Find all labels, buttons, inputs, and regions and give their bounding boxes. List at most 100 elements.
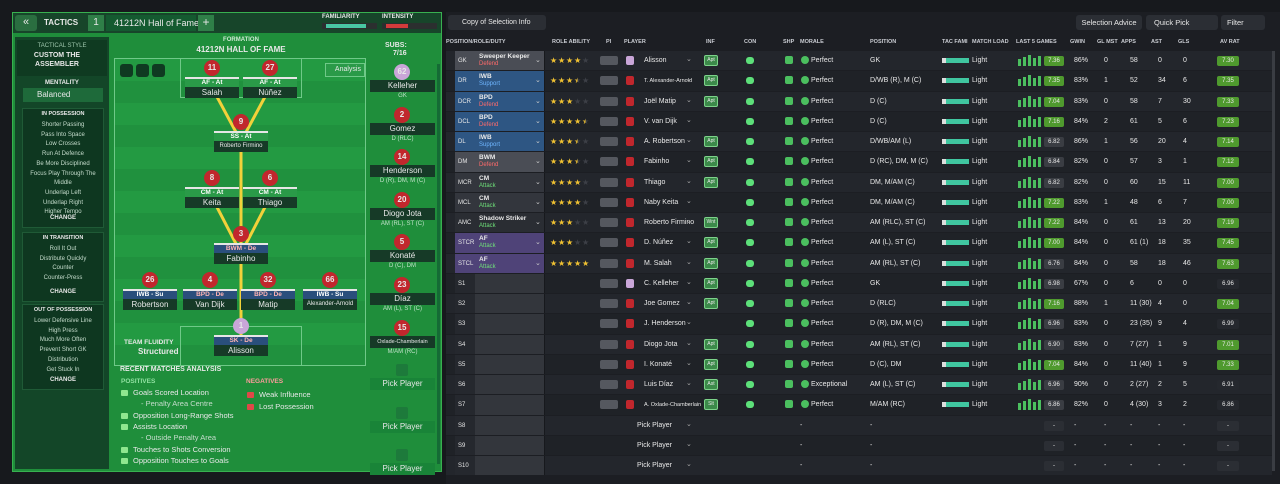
column-header[interactable]: GL MST [1097,39,1118,45]
role-cell[interactable] [475,294,545,314]
view-icon[interactable] [120,64,133,77]
table-row[interactable] [446,334,1272,354]
role-cell[interactable] [475,456,545,476]
player-role[interactable]: SS - At [214,131,268,141]
role-cell[interactable] [475,233,545,253]
player-role[interactable]: BPD - De [183,289,237,299]
slot-box[interactable]: 1 [88,15,104,31]
table-row[interactable] [446,415,1272,435]
player-name[interactable]: Núñez [243,87,297,98]
table-row[interactable] [446,132,1272,152]
column-header[interactable]: LAST 5 GAMES [1016,39,1057,45]
change-button[interactable]: CHANGE [49,289,76,295]
role-cell[interactable] [475,213,545,233]
table-row[interactable] [446,253,1272,273]
sub-name[interactable]: Pick Player [370,463,435,476]
column-header[interactable]: PI [606,39,612,45]
player-name[interactable]: Alexander-Arnold [303,299,357,310]
sub-number[interactable]: 14 [394,149,410,166]
sub-name[interactable]: Henderson [370,165,435,178]
role-cell[interactable] [475,132,545,152]
table-row[interactable] [446,294,1272,314]
mentality-dropdown[interactable]: Balanced [23,88,103,102]
role-cell[interactable] [475,415,545,435]
player-name[interactable]: Fabinho [214,253,268,264]
player-number[interactable]: 27 [262,60,278,76]
player-number[interactable]: 8 [204,170,220,186]
column-header[interactable]: SHP [783,39,795,45]
table-row[interactable] [446,213,1272,233]
player-name[interactable]: Robertson [123,299,177,310]
table-row[interactable] [446,172,1272,192]
column-header[interactable]: AV RAT [1220,39,1240,45]
view-dropdown[interactable]: Copy of Selection Info [448,15,546,30]
column-header[interactable]: POSITION [870,39,897,45]
sub-name[interactable]: Gomez [370,122,435,135]
table-row[interactable] [446,152,1272,172]
sub-name[interactable]: Oxlade-Chamberlain [370,335,435,348]
sub-name[interactable]: Konaté [370,250,435,263]
player-role[interactable]: BWM - De [214,243,268,253]
role-cell[interactable] [475,192,545,212]
player-role[interactable]: AF - At [243,77,297,87]
advice-button[interactable]: Selection Advice [1076,15,1142,30]
role-cell[interactable] [475,253,545,273]
table-row[interactable] [446,91,1272,111]
tactic-dropdown[interactable]: 41212N Hall of Fame [106,15,199,31]
table-row[interactable] [446,51,1272,71]
column-header[interactable]: MORALE [800,39,824,45]
table-row[interactable] [446,395,1272,415]
player-name[interactable]: Roberto Firmino [214,141,268,152]
view-icon[interactable] [152,64,165,77]
role-cell[interactable] [475,354,545,374]
player-role[interactable]: AF - At [185,77,239,87]
change-button[interactable]: CHANGE [49,215,76,221]
table-row[interactable] [446,192,1272,212]
player-name[interactable]: Salah [185,87,239,98]
analysis-button[interactable]: Analysis [325,63,365,77]
column-header[interactable]: ROLE ABILITY [552,39,590,45]
role-cell[interactable] [475,152,545,172]
role-cell[interactable] [475,395,545,415]
player-number[interactable]: 1 [233,318,249,334]
column-header[interactable]: MATCH LOAD [972,39,1009,45]
player-name[interactable]: Van Dijk [183,299,237,310]
player-role[interactable]: CM - At [185,187,239,197]
table-row[interactable] [446,273,1272,293]
column-header[interactable]: APPS [1121,39,1136,45]
role-cell[interactable] [475,435,545,455]
player-role[interactable]: CM - At [243,187,297,197]
change-button[interactable]: CHANGE [49,377,76,383]
role-cell[interactable] [475,91,545,111]
table-row[interactable] [446,314,1272,334]
player-number[interactable]: 26 [142,272,158,288]
sub-number[interactable]: 15 [394,319,410,336]
player-name[interactable]: Keita [185,197,239,208]
sub-number[interactable]: 2 [394,106,410,123]
sub-name[interactable]: Díaz [370,293,435,305]
column-header[interactable]: PLAYER [624,39,646,45]
add-button[interactable]: + [198,15,214,31]
player-number[interactable]: 32 [260,272,276,288]
column-header[interactable]: AST [1151,39,1162,45]
role-cell[interactable] [475,172,545,192]
player-role[interactable]: IWB - Su [303,289,357,299]
sub-number[interactable]: 62 [394,64,410,80]
role-cell[interactable] [475,334,545,354]
column-header[interactable]: GWIN [1070,39,1085,45]
table-row[interactable] [446,456,1272,476]
view-icon[interactable] [136,64,149,77]
player-role[interactable]: BPD - De [241,289,295,299]
column-header[interactable]: GLS [1178,39,1190,45]
sub-number[interactable]: 5 [394,234,410,251]
player-number[interactable]: 3 [233,226,249,242]
player-name[interactable]: Alisson [214,345,268,356]
role-cell[interactable] [475,273,545,293]
sub-name[interactable]: Pick Player [370,378,435,391]
table-row[interactable] [446,233,1272,253]
role-cell[interactable] [475,71,545,91]
sub-name[interactable]: Kelleher [370,80,435,92]
role-cell[interactable] [475,375,545,395]
sub-name[interactable]: Pick Player [370,420,435,433]
player-number[interactable]: 9 [233,114,249,130]
